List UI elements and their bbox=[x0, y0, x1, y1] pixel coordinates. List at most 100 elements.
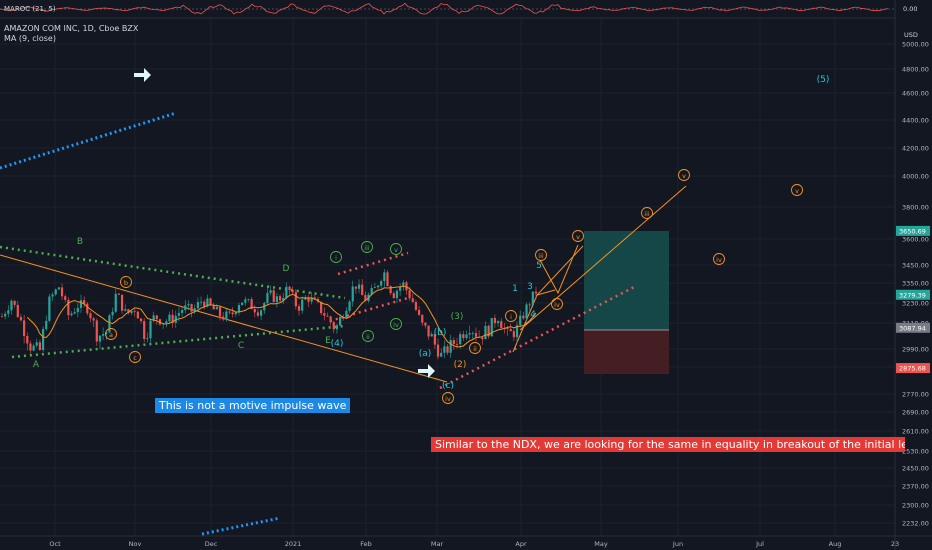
candle-body bbox=[351, 286, 354, 302]
svg-text:(3): (3) bbox=[451, 312, 464, 322]
y-tick-label: 4800.00 bbox=[902, 66, 929, 74]
svg-text:v: v bbox=[795, 187, 799, 195]
candle-body bbox=[338, 317, 342, 326]
candle-body bbox=[399, 286, 402, 291]
candle-body bbox=[83, 300, 86, 304]
long-position-tool[interactable] bbox=[584, 231, 669, 374]
candle-body bbox=[7, 310, 10, 314]
target-zone bbox=[584, 231, 669, 330]
x-tick-label: Feb bbox=[360, 540, 372, 548]
y-tick-label: 3350.00 bbox=[902, 280, 929, 288]
y-tick-label: 3230.00 bbox=[902, 300, 929, 308]
svg-text:iv: iv bbox=[716, 256, 722, 264]
wave-label: (4) bbox=[331, 339, 344, 349]
indicator-pane bbox=[0, 2, 895, 19]
candle-body bbox=[171, 314, 174, 323]
wave-label: v bbox=[678, 169, 690, 181]
x-tick-label: 23 bbox=[891, 540, 899, 548]
indicator-axis-value: 0.00 bbox=[903, 5, 917, 13]
candle-body bbox=[525, 304, 528, 319]
svg-text:b: b bbox=[124, 279, 128, 287]
candle-body bbox=[323, 313, 326, 316]
wave-label: B bbox=[77, 237, 83, 247]
projection-path-b bbox=[539, 244, 579, 295]
y-tick-label: 2690.00 bbox=[902, 409, 929, 417]
candle-body bbox=[285, 286, 288, 298]
candle-body bbox=[301, 299, 304, 311]
x-tick-label: Nov bbox=[129, 540, 142, 548]
svg-text:(c): (c) bbox=[442, 381, 454, 391]
wave-label: iv bbox=[713, 253, 725, 265]
candle-body bbox=[114, 293, 117, 312]
candle-body bbox=[481, 337, 484, 340]
svg-text:A: A bbox=[33, 360, 40, 370]
candle-body bbox=[234, 312, 237, 315]
candle-body bbox=[41, 329, 45, 351]
svg-text:3087.94: 3087.94 bbox=[899, 324, 926, 332]
projection-path-a bbox=[512, 245, 584, 353]
candle-body bbox=[89, 313, 92, 319]
y-tick-label: 4000.00 bbox=[902, 173, 929, 181]
moving-average-line bbox=[26, 285, 537, 348]
candle-body bbox=[196, 302, 200, 309]
candle-body bbox=[60, 287, 64, 297]
wave-label: 3 bbox=[527, 282, 533, 292]
svg-text:3650.69: 3650.69 bbox=[899, 227, 926, 235]
red-channel-upper bbox=[337, 251, 409, 276]
svg-text:c: c bbox=[133, 354, 137, 362]
x-tick-label: Oct bbox=[49, 540, 61, 548]
wave-label: (c) bbox=[442, 381, 454, 391]
wave-label: iv bbox=[442, 392, 454, 404]
indicator-label: MAROC (21, 5) bbox=[4, 5, 56, 13]
candle-body bbox=[26, 335, 29, 344]
svg-text:C: C bbox=[238, 341, 244, 351]
wave-label: iii bbox=[361, 241, 373, 253]
svg-text:v: v bbox=[394, 246, 398, 254]
candle-body bbox=[155, 315, 158, 320]
price-axis: 5000.00 4800.00 4600.00 4400.00 4200.00 4000.… bbox=[902, 41, 929, 528]
candle-body bbox=[493, 317, 497, 324]
wave-label: 4 bbox=[530, 310, 536, 320]
symbol-legend: AMAZON COM INC, 1D, Cboe BZX bbox=[4, 24, 139, 33]
candle-body bbox=[484, 325, 487, 340]
candle-body bbox=[215, 307, 218, 310]
y-tick-label: 4600.00 bbox=[902, 90, 929, 98]
candle-body bbox=[241, 302, 244, 306]
candle-body bbox=[92, 318, 95, 321]
x-tick-label: May bbox=[594, 540, 608, 548]
axis-unit: USD bbox=[904, 31, 918, 39]
candle-body bbox=[193, 308, 196, 312]
candle-body bbox=[35, 342, 38, 346]
arrow-icon bbox=[134, 68, 151, 82]
candle-body bbox=[490, 317, 493, 337]
candle-body bbox=[222, 316, 225, 320]
svg-text:3279.39: 3279.39 bbox=[899, 291, 926, 299]
candle-body bbox=[288, 286, 291, 291]
candle-body bbox=[421, 314, 424, 323]
candle-body bbox=[120, 294, 124, 311]
candle-body bbox=[313, 297, 316, 299]
candle-body bbox=[376, 285, 380, 288]
candle-body bbox=[244, 299, 247, 303]
support-line bbox=[439, 284, 637, 390]
candle-body bbox=[54, 289, 57, 295]
candle-body bbox=[272, 290, 275, 302]
svg-text:(a): (a) bbox=[419, 349, 432, 359]
candle-body bbox=[392, 293, 395, 299]
projection-path-c bbox=[519, 185, 687, 331]
candle-body bbox=[383, 272, 386, 282]
chart-grid bbox=[0, 18, 896, 536]
y-tick-label: 2232.00 bbox=[902, 520, 929, 528]
y-tick-label: 2450.00 bbox=[902, 465, 929, 473]
candle-body bbox=[127, 309, 130, 314]
candle-body bbox=[111, 311, 114, 316]
y-tick-label: 3450.00 bbox=[902, 262, 929, 270]
wave-label: D bbox=[283, 264, 290, 274]
candle-body bbox=[212, 304, 215, 310]
svg-text:i: i bbox=[335, 254, 337, 262]
wave-label: (5) bbox=[817, 75, 830, 85]
candle-body bbox=[247, 299, 250, 301]
candle-body bbox=[152, 315, 155, 321]
candle-body bbox=[474, 333, 478, 337]
